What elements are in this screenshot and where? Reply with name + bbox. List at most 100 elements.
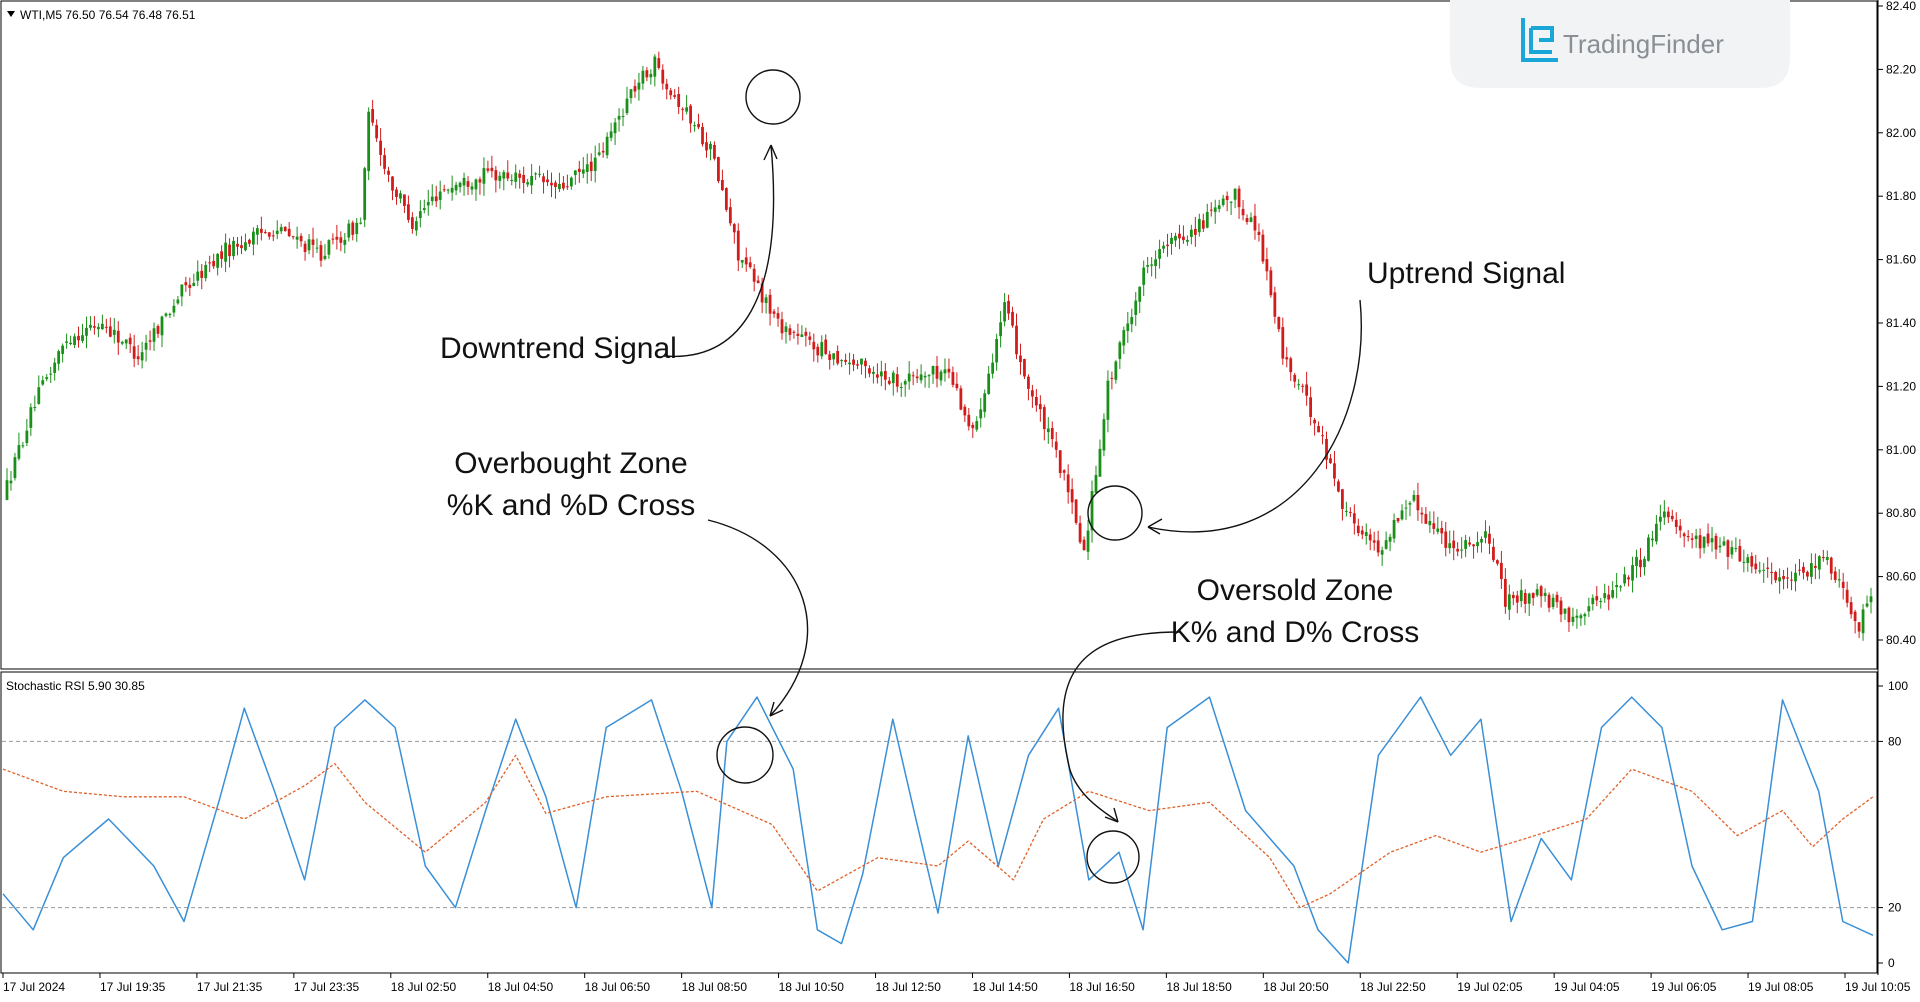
- annotations: [663, 69, 1362, 884]
- candle-body: [112, 329, 116, 335]
- candle-body: [573, 170, 577, 176]
- candle-body: [1042, 407, 1046, 430]
- candle-body: [836, 351, 840, 364]
- candle-body: [474, 179, 478, 190]
- candle-body: [399, 193, 402, 199]
- candle-body: [1285, 357, 1289, 360]
- candle-body: [1233, 188, 1237, 200]
- candle-body: [1623, 574, 1626, 584]
- candle-body: [1249, 217, 1253, 223]
- candle-body: [983, 393, 987, 412]
- candle-body: [1631, 565, 1634, 581]
- uptrend-arrow: [1147, 299, 1362, 533]
- candle-body: [1130, 316, 1134, 325]
- candle-body: [689, 105, 692, 124]
- candle-body: [1221, 198, 1225, 205]
- candle-body: [1833, 571, 1837, 580]
- stoch-tick-label: 0: [1888, 956, 1895, 970]
- candle-body: [661, 69, 665, 84]
- candle-body: [1841, 581, 1845, 588]
- candle-body: [1277, 317, 1281, 330]
- candle-body: [919, 374, 923, 381]
- candle-body: [1821, 557, 1825, 559]
- candle-body: [1480, 538, 1483, 543]
- candle-body: [192, 282, 196, 287]
- candle-body: [943, 369, 947, 374]
- candle-body: [534, 173, 537, 175]
- candle-body: [951, 372, 955, 385]
- candle-body: [502, 172, 506, 179]
- candle-body: [1094, 474, 1098, 493]
- candle-body: [911, 375, 915, 377]
- candle-body: [804, 331, 808, 336]
- price-tick-label: 80.60: [1886, 570, 1916, 584]
- candle-body: [657, 58, 661, 68]
- candle-body: [1825, 557, 1829, 560]
- candle-body: [1023, 359, 1026, 377]
- candle-body: [1682, 533, 1686, 537]
- candle-body: [1265, 259, 1269, 272]
- candle-body: [784, 326, 788, 332]
- candle-body: [939, 371, 943, 381]
- stoch-level-lines: [2, 740, 1876, 909]
- candle-body: [820, 342, 824, 357]
- candle-body: [1333, 463, 1336, 479]
- candle-body: [259, 228, 263, 233]
- candle-body: [585, 164, 589, 173]
- candle-body: [1555, 594, 1559, 603]
- candle-body: [184, 282, 188, 286]
- candle-body: [1201, 220, 1205, 229]
- candle-body: [1730, 547, 1734, 555]
- candle-body: [339, 237, 343, 243]
- overbought-circle: [716, 726, 774, 784]
- candle-body: [577, 168, 581, 172]
- time-tick-label: 18 Jul 02:50: [391, 980, 457, 994]
- candle-body: [216, 253, 220, 268]
- time-tick-label: 19 Jul 10:05: [1845, 980, 1911, 994]
- candle-body: [1229, 201, 1233, 203]
- candle-body: [1197, 219, 1201, 233]
- candle-body: [1496, 560, 1499, 564]
- candle-body: [1189, 229, 1193, 237]
- candle-body: [470, 186, 474, 190]
- price-tick-label: 82.00: [1886, 126, 1916, 140]
- candle-body: [876, 374, 879, 378]
- candle-body: [554, 182, 557, 188]
- stoch-header-text: Stochastic RSI 5.90 30.85: [6, 679, 145, 693]
- candle-body: [852, 359, 855, 365]
- candle-body: [1452, 540, 1456, 549]
- candle-body: [1325, 438, 1328, 460]
- candle-body: [637, 82, 641, 90]
- candle-body: [1527, 593, 1531, 604]
- candle-body: [1559, 600, 1563, 615]
- candle-body: [1372, 540, 1376, 543]
- candle-body: [1488, 533, 1491, 544]
- candle-body: [538, 173, 541, 175]
- uptrend-arrowhead-icon: [1147, 518, 1163, 535]
- dropdown-triangle-icon[interactable]: [7, 11, 15, 17]
- candle-body: [1054, 441, 1058, 450]
- candle-body: [379, 140, 382, 155]
- candle-body: [144, 342, 148, 350]
- price-axis-ticks: 82.40 82.20 82.00 81.80 81.60 81.40 81.20 81.00…: [1878, 0, 1916, 647]
- candle-body: [1368, 534, 1372, 541]
- candle-body: [883, 371, 887, 380]
- candle-body: [196, 271, 200, 281]
- candle-body: [677, 94, 681, 107]
- candle-body: [895, 374, 899, 387]
- candle-body: [860, 358, 863, 365]
- candle-body: [991, 362, 995, 374]
- candle-body: [410, 217, 414, 229]
- candle-body: [1003, 302, 1006, 322]
- candle-body: [788, 328, 792, 335]
- candle-body: [565, 186, 569, 188]
- candle-body: [478, 179, 482, 183]
- candle-body: [45, 377, 49, 380]
- candle-body: [724, 188, 728, 210]
- candle-body: [1595, 596, 1599, 601]
- candle-body: [466, 181, 470, 187]
- candle-body: [732, 224, 736, 233]
- candle-body: [391, 176, 394, 191]
- candle-body: [1182, 236, 1185, 241]
